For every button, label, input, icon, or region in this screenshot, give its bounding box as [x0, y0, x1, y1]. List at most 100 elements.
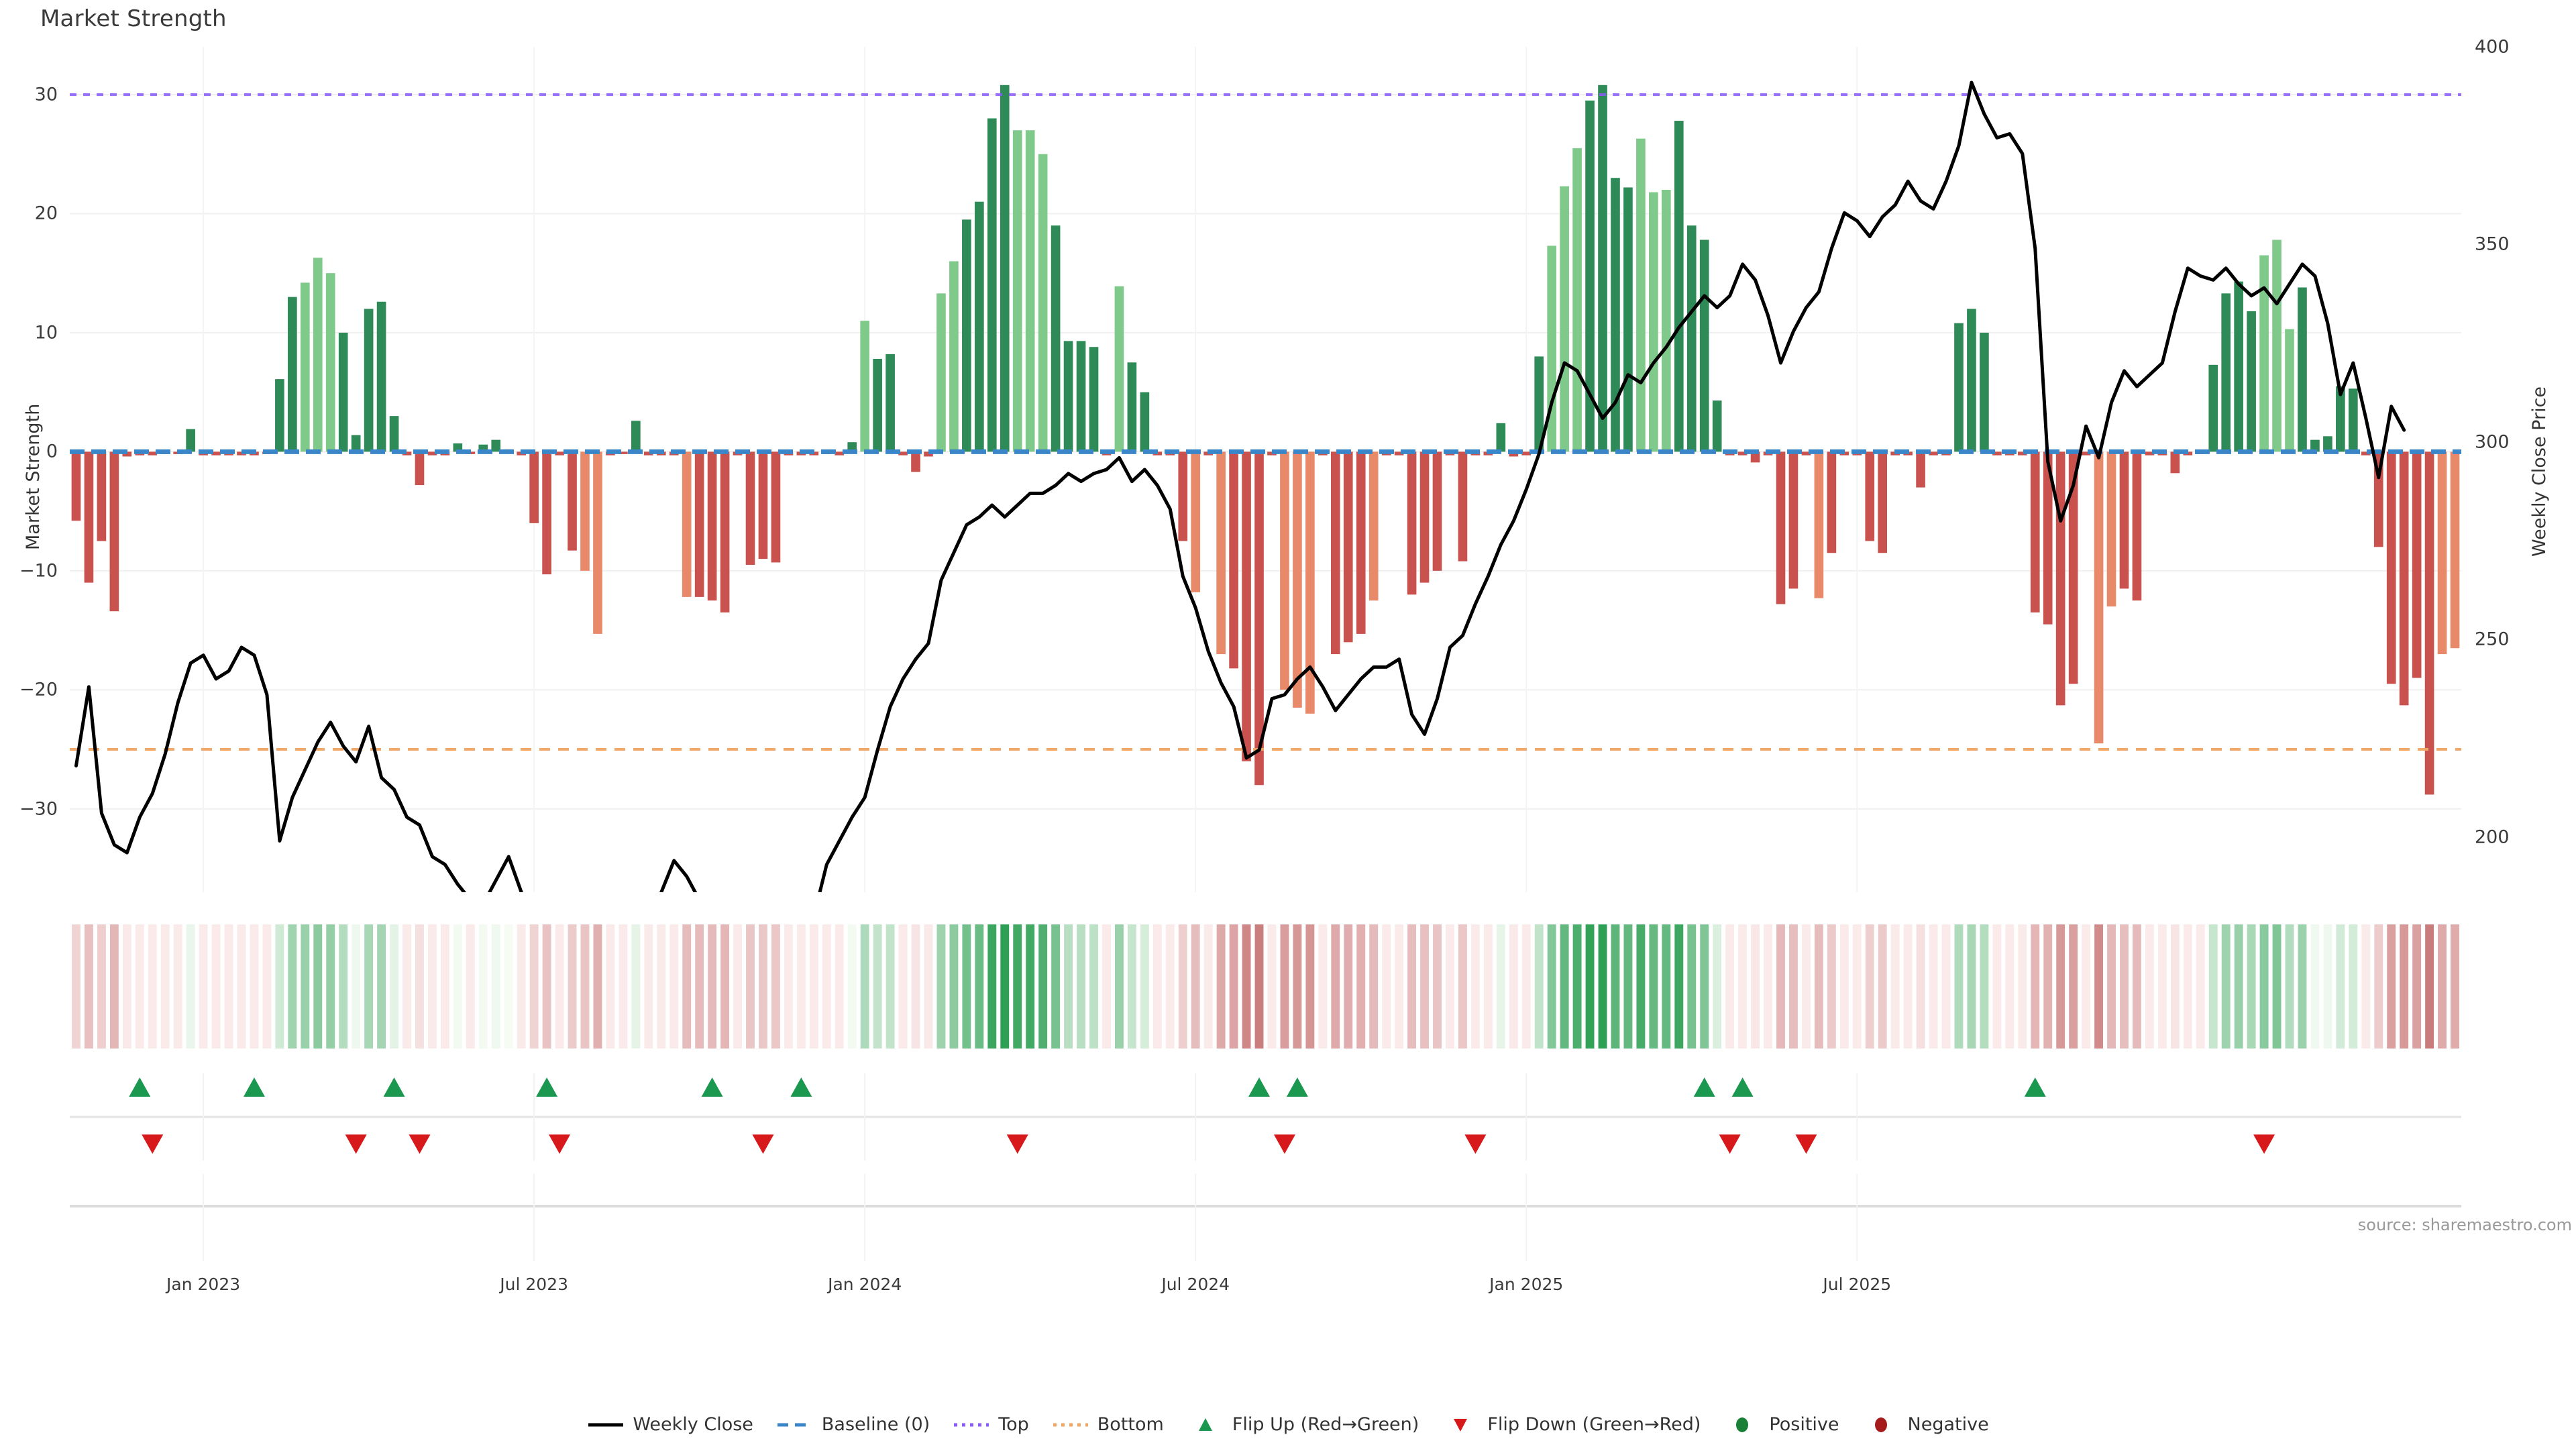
heatmap-tile: [1674, 924, 1684, 1049]
heatmap-tile: [1420, 924, 1429, 1049]
legend-label: Flip Up (Red→Green): [1232, 1414, 1419, 1435]
strength-bar: [300, 282, 310, 452]
strength-bar: [2094, 451, 2104, 744]
strength-bar: [1343, 451, 1353, 643]
heatmap-tile: [1369, 924, 1379, 1049]
heatmap-tile: [1395, 924, 1404, 1049]
heatmap-tile: [326, 924, 335, 1049]
legend-item[interactable]: Weekly Close: [587, 1414, 753, 1435]
heatmap-tile: [313, 924, 323, 1049]
heatmap-tile: [1572, 924, 1582, 1049]
heatmap-tile: [720, 924, 730, 1049]
strength-bar: [1254, 451, 1264, 786]
strength-bar: [109, 451, 119, 612]
strength-bar: [1878, 451, 1888, 553]
strength-bar: [568, 451, 577, 551]
y-tick-left: 20: [34, 203, 58, 224]
legend-item[interactable]: Baseline (0): [776, 1414, 930, 1435]
heatmap-tile: [1560, 924, 1569, 1049]
legend-label: Weekly Close: [633, 1414, 753, 1435]
heatmap-tile: [1331, 924, 1340, 1049]
heatmap-tile: [1305, 924, 1315, 1049]
strength-bar: [1178, 451, 1188, 541]
heatmap-tile: [2247, 924, 2256, 1049]
strength-bar: [1394, 451, 1404, 455]
legend-item[interactable]: Flip Down (Green→Red): [1442, 1414, 1701, 1435]
strength-bar: [1305, 451, 1315, 714]
strength-bar: [962, 219, 971, 452]
heatmap-tile: [1521, 924, 1531, 1049]
heatmap-tile: [962, 924, 971, 1049]
legend-item[interactable]: Positive: [1723, 1414, 1839, 1435]
heatmap-tile: [135, 924, 144, 1049]
page-title: Market Strength: [40, 5, 227, 32]
y-tick-left: −10: [19, 560, 58, 582]
heatmap-tile: [822, 924, 831, 1049]
strength-bar: [1674, 121, 1684, 452]
strength-bar: [2437, 451, 2447, 655]
heatmap-tile: [1801, 924, 1811, 1049]
heatmap-tile: [644, 924, 653, 1049]
heatmap-tile: [1483, 924, 1493, 1049]
heatmap-tile: [2120, 924, 2129, 1049]
strength-bar: [1242, 451, 1251, 761]
legend-marker-triangle-down-icon: [1454, 1418, 1468, 1432]
flip-down-marker: [1006, 1134, 1028, 1154]
heatmap-tile: [1929, 924, 1938, 1049]
legend-item[interactable]: Top: [953, 1414, 1029, 1435]
heatmap-tile: [2374, 924, 2383, 1049]
flip-down-marker: [409, 1134, 431, 1154]
heatmap-tile: [237, 924, 246, 1049]
strength-bar: [71, 451, 81, 521]
strength-bar: [1063, 341, 1073, 452]
strength-heatmap-panel: [70, 924, 2461, 1049]
strength-bar: [2208, 364, 2218, 452]
heatmap-tile: [555, 924, 564, 1049]
heatmap-tile: [2145, 924, 2154, 1049]
strength-bar: [2017, 451, 2027, 455]
heatmap-tile: [657, 924, 666, 1049]
strength-bar: [415, 451, 425, 486]
strength-bar: [288, 297, 297, 452]
heatmap-tile: [924, 924, 933, 1049]
y-tick-right: 400: [2475, 36, 2510, 58]
legend-label: Positive: [1769, 1414, 1839, 1435]
strength-bar: [338, 332, 348, 452]
heatmap-tile: [2425, 924, 2434, 1049]
strength-bar: [1089, 347, 1099, 452]
heatmap-tile: [759, 924, 767, 1049]
flip-up-marker: [1286, 1077, 1308, 1097]
strength-bar: [2336, 386, 2345, 452]
strength-bar: [1954, 323, 1964, 452]
heatmap-tile: [491, 924, 500, 1049]
legend-item[interactable]: Flip Up (Red→Green): [1187, 1414, 1419, 1435]
strength-bar: [2272, 239, 2282, 452]
x-tick: Jul 2024: [1161, 1275, 1230, 1294]
heatmap-tile: [1623, 924, 1633, 1049]
strength-bar: [835, 451, 845, 455]
y-tick-left: 0: [46, 441, 58, 462]
strength-bar: [580, 451, 590, 571]
legend-item[interactable]: Bottom: [1052, 1414, 1164, 1435]
flip-up-marker: [383, 1077, 405, 1097]
heatmap-tile: [2031, 924, 2040, 1049]
strength-bar: [2412, 451, 2422, 678]
heatmap-tile: [173, 924, 182, 1049]
strength-bar: [1267, 451, 1277, 455]
strength-bar: [745, 451, 755, 565]
heatmap-tile: [1293, 924, 1302, 1049]
strength-bar: [1737, 451, 1748, 455]
heatmap-tile: [504, 924, 513, 1049]
heatmap-tile: [1687, 924, 1697, 1049]
strength-bar: [1012, 130, 1022, 452]
heatmap-tile: [1636, 924, 1646, 1049]
heatmap-tile: [1026, 924, 1035, 1049]
legend-item[interactable]: Negative: [1862, 1414, 1989, 1435]
heatmap-tile: [975, 924, 984, 1049]
legend-marker-dotted-line-icon: [1053, 1423, 1088, 1426]
strength-bar: [619, 451, 628, 454]
strength-bar: [1534, 356, 1544, 452]
strength-bar: [707, 451, 717, 601]
strength-bar: [2310, 439, 2320, 452]
x-tick: Jul 2023: [500, 1275, 569, 1294]
